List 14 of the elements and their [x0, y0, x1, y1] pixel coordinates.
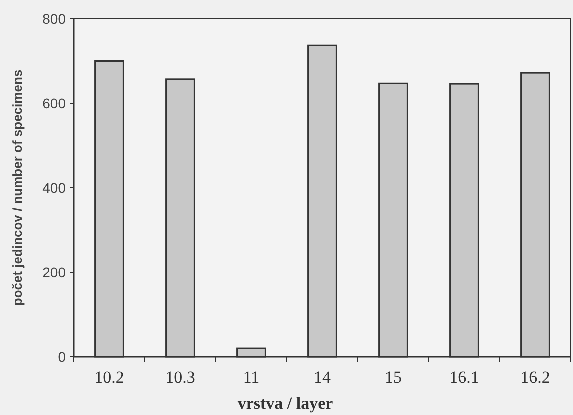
x-tick-label: 10.2 — [94, 368, 124, 387]
y-tick-label: 0 — [58, 348, 66, 365]
x-tick-label: 11 — [243, 368, 260, 387]
x-tick-label: 15 — [385, 368, 402, 387]
y-tick-label: 200 — [42, 264, 66, 280]
y-tick-label: 800 — [42, 10, 66, 27]
x-tick-label: 10.3 — [166, 368, 196, 387]
x-tick-label: 16.1 — [450, 368, 480, 387]
y-axis-title: počet jedincov / number of specimens — [10, 70, 25, 306]
x-tick-label: 16.2 — [520, 368, 550, 387]
x-axis-title: vrstva / layer — [238, 394, 334, 413]
y-tick-label: 600 — [42, 95, 66, 112]
x-tick-label: 14 — [314, 368, 332, 387]
y-tick-label: 400 — [42, 180, 66, 196]
